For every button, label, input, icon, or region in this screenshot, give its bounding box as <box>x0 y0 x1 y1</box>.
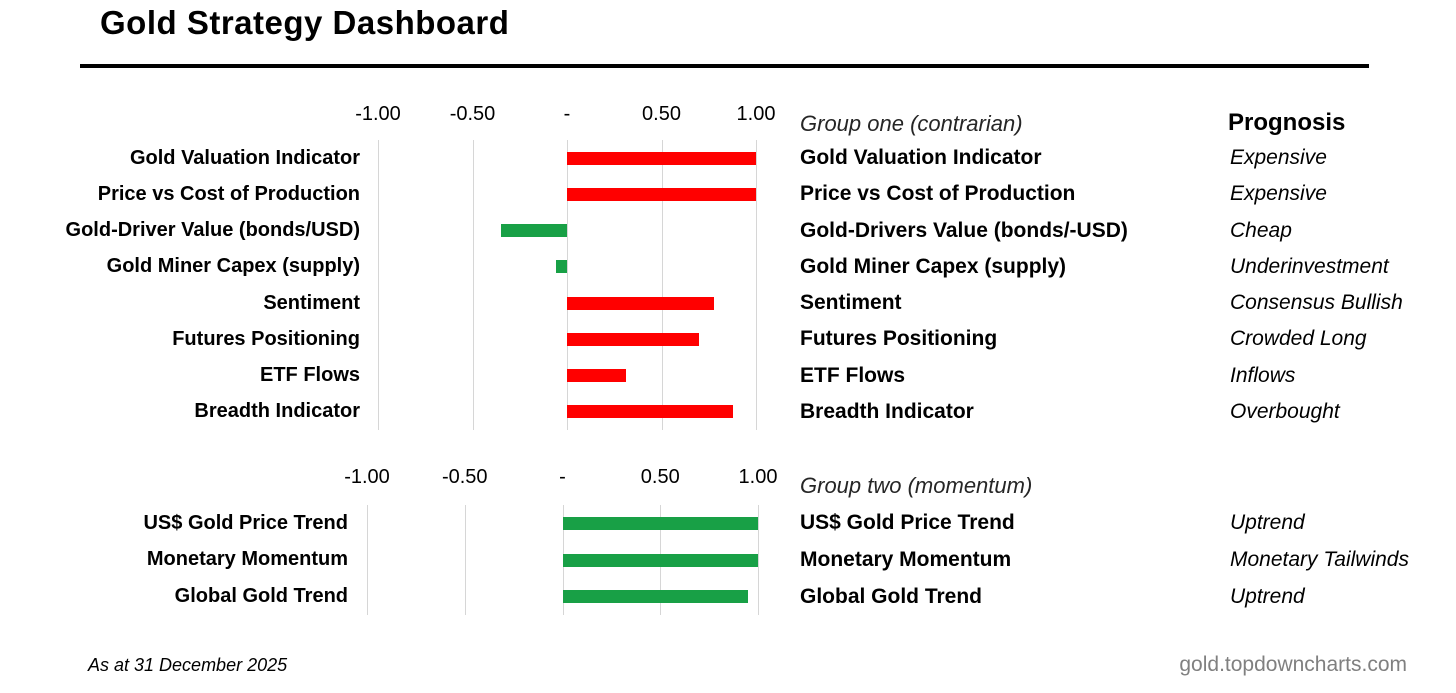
as-at-date: As at 31 December 2025 <box>88 655 288 675</box>
axis-tick-label: 1.00 <box>736 103 776 125</box>
chart2-plot-area <box>367 505 759 615</box>
axis-tick-label: - <box>559 466 566 488</box>
category-label-gold-driver-value-bonds-usd: Gold-Driver Value (bonds/USD) <box>65 219 360 242</box>
table-label-etf-flows: ETF Flows <box>800 363 905 387</box>
table-label-global-gold-trend: Global Gold Trend <box>800 584 983 608</box>
table-row: Futures Positioning Crowded Long <box>800 321 1456 357</box>
table-label-sentiment: Sentiment <box>800 291 902 315</box>
prognosis-value-gold-valuation-indicator: Expensive <box>1230 146 1327 170</box>
prognosis-value-etf-flows: Inflows <box>1230 363 1296 387</box>
table-label-monetary-momentum: Monetary Momentum <box>800 547 1012 571</box>
table-label-gold-drivers-value-bonds-usd: Gold-Drivers Value (bonds/-USD) <box>800 218 1128 242</box>
axis-tick-label: 0.50 <box>640 466 680 488</box>
table-label-futures-positioning: Futures Positioning <box>800 327 998 351</box>
group-one-header: Group one (contrarian) <box>800 111 1023 136</box>
axis-tick-label: -1.00 <box>355 103 401 125</box>
gridline <box>367 505 368 615</box>
bar-etf-flows <box>567 369 626 383</box>
axis-tick-label: -1.00 <box>344 466 390 488</box>
bar-us-gold-price-trend <box>562 516 758 530</box>
bar-futures-positioning <box>567 332 700 346</box>
axis-tick-label: - <box>563 103 571 125</box>
gridline <box>472 140 474 430</box>
category-label-monetary-momentum: Monetary Momentum <box>146 548 348 571</box>
page-title: Gold Strategy Dashboard <box>100 4 510 41</box>
prognosis-value-gold-miner-capex-supply: Underinvestment <box>1230 254 1389 278</box>
chart2-axis-ticks: -1.00 -0.50-0.50 1.00 <box>344 466 777 490</box>
gridline <box>378 140 379 430</box>
table-row: Price vs Cost of Production Expensive <box>800 176 1456 212</box>
table-label-price-vs-cost-of-production: Price vs Cost of Production <box>800 182 1076 206</box>
prognosis-value-monetary-momentum: Monetary Tailwinds <box>1230 547 1409 571</box>
chart1-plot-area <box>378 140 757 430</box>
bar-gold-miner-capex-supply <box>555 260 567 274</box>
title-underline <box>80 64 1369 68</box>
category-label-global-gold-trend: Global Gold Trend <box>174 585 348 608</box>
bar-price-vs-cost-of-production <box>567 187 756 201</box>
chart1-axis-ticks: -1.00 -0.50-0.50 1.00 <box>355 103 775 127</box>
prognosis-header: Prognosis <box>1228 109 1346 136</box>
bar-sentiment <box>567 296 715 310</box>
prognosis-value-gold-drivers-value-bonds-usd: Cheap <box>1230 218 1292 242</box>
table-row: Monetary Momentum Monetary Tailwinds <box>800 542 1456 579</box>
bar-gold-driver-value-bonds-usd <box>500 224 567 238</box>
table-row: Gold Valuation Indicator Expensive <box>800 140 1456 176</box>
table-label-gold-miner-capex-supply: Gold Miner Capex (supply) <box>800 254 1067 278</box>
chart1-category-labels: Gold Valuation Indicator Price vs Cost of… <box>0 140 360 430</box>
table-row: US$ Gold Price Trend Uptrend <box>800 505 1456 542</box>
table-row: Gold Miner Capex (supply) Underinvestment <box>800 249 1456 285</box>
axis-tick-label: 1.00 <box>738 466 778 488</box>
category-label-breadth-indicator: Breadth Indicator <box>194 400 360 423</box>
gridline <box>464 505 466 615</box>
bar-monetary-momentum <box>562 553 758 567</box>
chart1-prognosis-table: Gold Valuation Indicator Expensive Price v… <box>800 140 1456 430</box>
table-label-breadth-indicator: Breadth Indicator <box>800 399 974 423</box>
table-label-us-gold-price-trend: US$ Gold Price Trend <box>800 511 1015 535</box>
category-label-sentiment: Sentiment <box>263 291 360 314</box>
axis-tick-label: 0.50 <box>642 103 681 125</box>
table-row: Gold-Drivers Value (bonds/-USD) Cheap <box>800 213 1456 249</box>
axis-tick-label: -0.50 <box>449 103 496 125</box>
bar-gold-valuation-indicator <box>567 151 756 165</box>
gridline <box>661 140 663 430</box>
prognosis-value-breadth-indicator: Overbought <box>1230 399 1340 423</box>
group-two-header: Group two (momentum) <box>800 473 1033 498</box>
category-label-etf-flows: ETF Flows <box>260 364 360 387</box>
axis-tick-label: -0.50 <box>441 466 488 488</box>
category-label-futures-positioning: Futures Positioning <box>172 327 360 350</box>
table-row: Sentiment Consensus Bullish <box>800 285 1456 321</box>
table-label-gold-valuation-indicator: Gold Valuation Indicator <box>800 146 1042 170</box>
prognosis-value-us-gold-price-trend: Uptrend <box>1230 511 1305 535</box>
prognosis-value-sentiment: Consensus Bullish <box>1230 291 1403 315</box>
prognosis-value-price-vs-cost-of-production: Expensive <box>1230 182 1327 206</box>
prognosis-value-futures-positioning: Crowded Long <box>1230 327 1367 351</box>
table-row: ETF Flows Inflows <box>800 358 1456 394</box>
prognosis-value-global-gold-trend: Uptrend <box>1230 584 1305 608</box>
chart2-prognosis-table: US$ Gold Price Trend Uptrend Monetary Mome… <box>800 505 1456 615</box>
chart2-category-labels: US$ Gold Price Trend Monetary Momentum Glo… <box>0 505 348 615</box>
gridline <box>567 140 568 430</box>
table-row: Breadth Indicator Overbought <box>800 394 1456 430</box>
category-label-price-vs-cost-of-production: Price vs Cost of Production <box>97 182 360 205</box>
category-label-gold-valuation-indicator: Gold Valuation Indicator <box>129 146 360 169</box>
bar-global-gold-trend <box>562 590 749 604</box>
gridline <box>758 505 759 615</box>
gridline <box>756 140 757 430</box>
bar-breadth-indicator <box>567 405 734 419</box>
source-url: gold.topdowncharts.com <box>1179 653 1407 676</box>
table-row: Global Gold Trend Uptrend <box>800 578 1456 615</box>
category-label-gold-miner-capex-supply: Gold Miner Capex (supply) <box>106 255 360 278</box>
category-label-us-gold-price-trend: US$ Gold Price Trend <box>143 511 348 534</box>
